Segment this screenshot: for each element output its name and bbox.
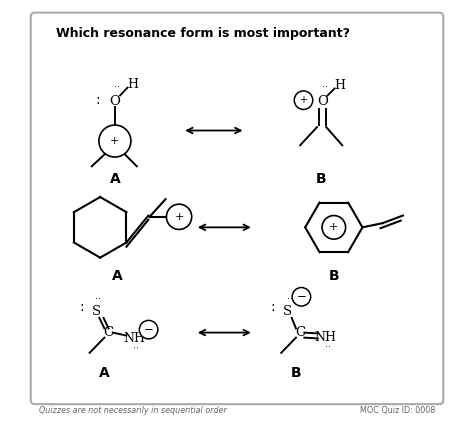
Text: B: B [291,365,301,380]
Text: B: B [328,269,339,283]
Circle shape [292,288,310,306]
Text: Which resonance form is most important?: Which resonance form is most important? [56,27,350,40]
Text: O: O [317,95,328,107]
Text: +: + [110,136,119,146]
FancyBboxPatch shape [31,13,443,404]
Text: ··: ·· [325,342,330,352]
Text: H: H [334,79,345,91]
Text: ··: ·· [321,82,328,92]
Text: NH: NH [314,331,337,344]
Text: S: S [91,305,100,318]
Text: A: A [99,365,110,380]
Circle shape [99,125,131,157]
Text: :: : [271,300,275,314]
Text: O: O [109,95,120,107]
Text: Quizzes are not necessarily in sequential order: Quizzes are not necessarily in sequentia… [39,406,227,415]
Text: ··: ·· [114,82,120,92]
Circle shape [322,216,346,239]
Text: ··: ·· [95,294,101,304]
Text: A: A [109,172,120,186]
Text: +: + [300,95,308,105]
Text: +: + [174,212,184,222]
Text: +: + [329,222,338,232]
Text: :: : [95,93,100,107]
Text: A: A [112,269,122,283]
Text: C: C [295,326,305,339]
Text: S: S [283,305,292,318]
Text: H: H [127,78,138,91]
Text: −: − [296,290,306,303]
Text: C: C [103,326,114,339]
Text: MOC Quiz ID: 0008: MOC Quiz ID: 0008 [360,406,435,415]
Circle shape [166,204,191,229]
Text: NH: NH [123,333,145,345]
Text: −: − [144,323,154,336]
Text: :: : [79,300,83,314]
Circle shape [294,91,313,109]
Circle shape [139,320,158,339]
Text: B: B [316,172,327,186]
Text: ··: ·· [287,294,292,304]
Text: ··: ·· [133,343,139,353]
